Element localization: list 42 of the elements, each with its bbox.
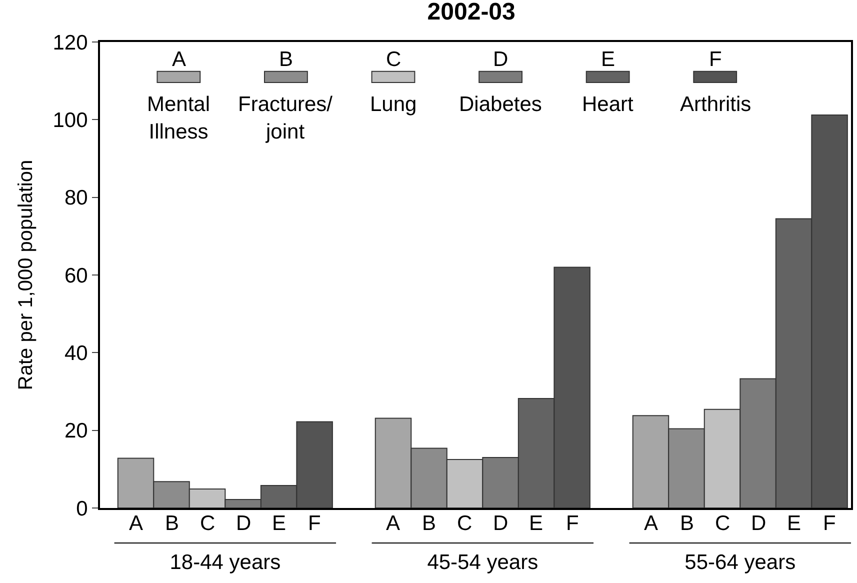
- text: D: [493, 512, 508, 535]
- text: A: [386, 512, 400, 535]
- y-tick-label: 20: [64, 420, 88, 443]
- text: C: [457, 512, 472, 535]
- text: F: [566, 512, 579, 535]
- chart-title: 2002-03: [427, 0, 516, 26]
- y-axis-title: Rate per 1,000 population: [14, 160, 37, 390]
- annotation: B: [279, 48, 294, 71]
- legend-label: Heart: [582, 93, 634, 116]
- legend-label: Lung: [370, 93, 417, 116]
- y-tick-label: 120: [52, 31, 88, 54]
- text: F: [308, 512, 321, 535]
- y-tick-label: 40: [64, 342, 88, 366]
- y-tick-label: 80: [64, 186, 88, 210]
- text: B: [422, 512, 436, 535]
- text: D: [236, 512, 252, 535]
- annotation: E: [601, 48, 616, 71]
- text: E: [529, 512, 544, 535]
- legend-label: Arthritis: [680, 93, 752, 116]
- annotation: A: [172, 48, 186, 71]
- text: B: [165, 512, 180, 535]
- y-tick-label: 100: [52, 109, 88, 132]
- text: D: [751, 512, 766, 535]
- x-tick-label: 55-64 years: [684, 551, 796, 574]
- text: B: [680, 512, 694, 535]
- x-tick-label: 18-44 years: [170, 551, 281, 574]
- text: E: [272, 512, 286, 535]
- legend-label: Diabetes: [459, 93, 542, 116]
- text: C: [200, 512, 216, 535]
- text: E: [787, 512, 802, 535]
- text: C: [715, 512, 730, 535]
- annotation: F: [709, 48, 722, 71]
- x-tick-label: 45-54 years: [427, 551, 538, 574]
- text: A: [129, 512, 144, 535]
- legend-label: Mental Illness: [147, 93, 210, 144]
- y-tick-label: 0: [76, 497, 88, 520]
- y-tick-label: 60: [64, 264, 88, 288]
- annotation: C: [386, 48, 402, 71]
- annotation: D: [493, 48, 508, 71]
- legend-label: Fractures/ joint: [238, 93, 333, 144]
- text: F: [823, 512, 836, 535]
- text: A: [644, 512, 658, 535]
